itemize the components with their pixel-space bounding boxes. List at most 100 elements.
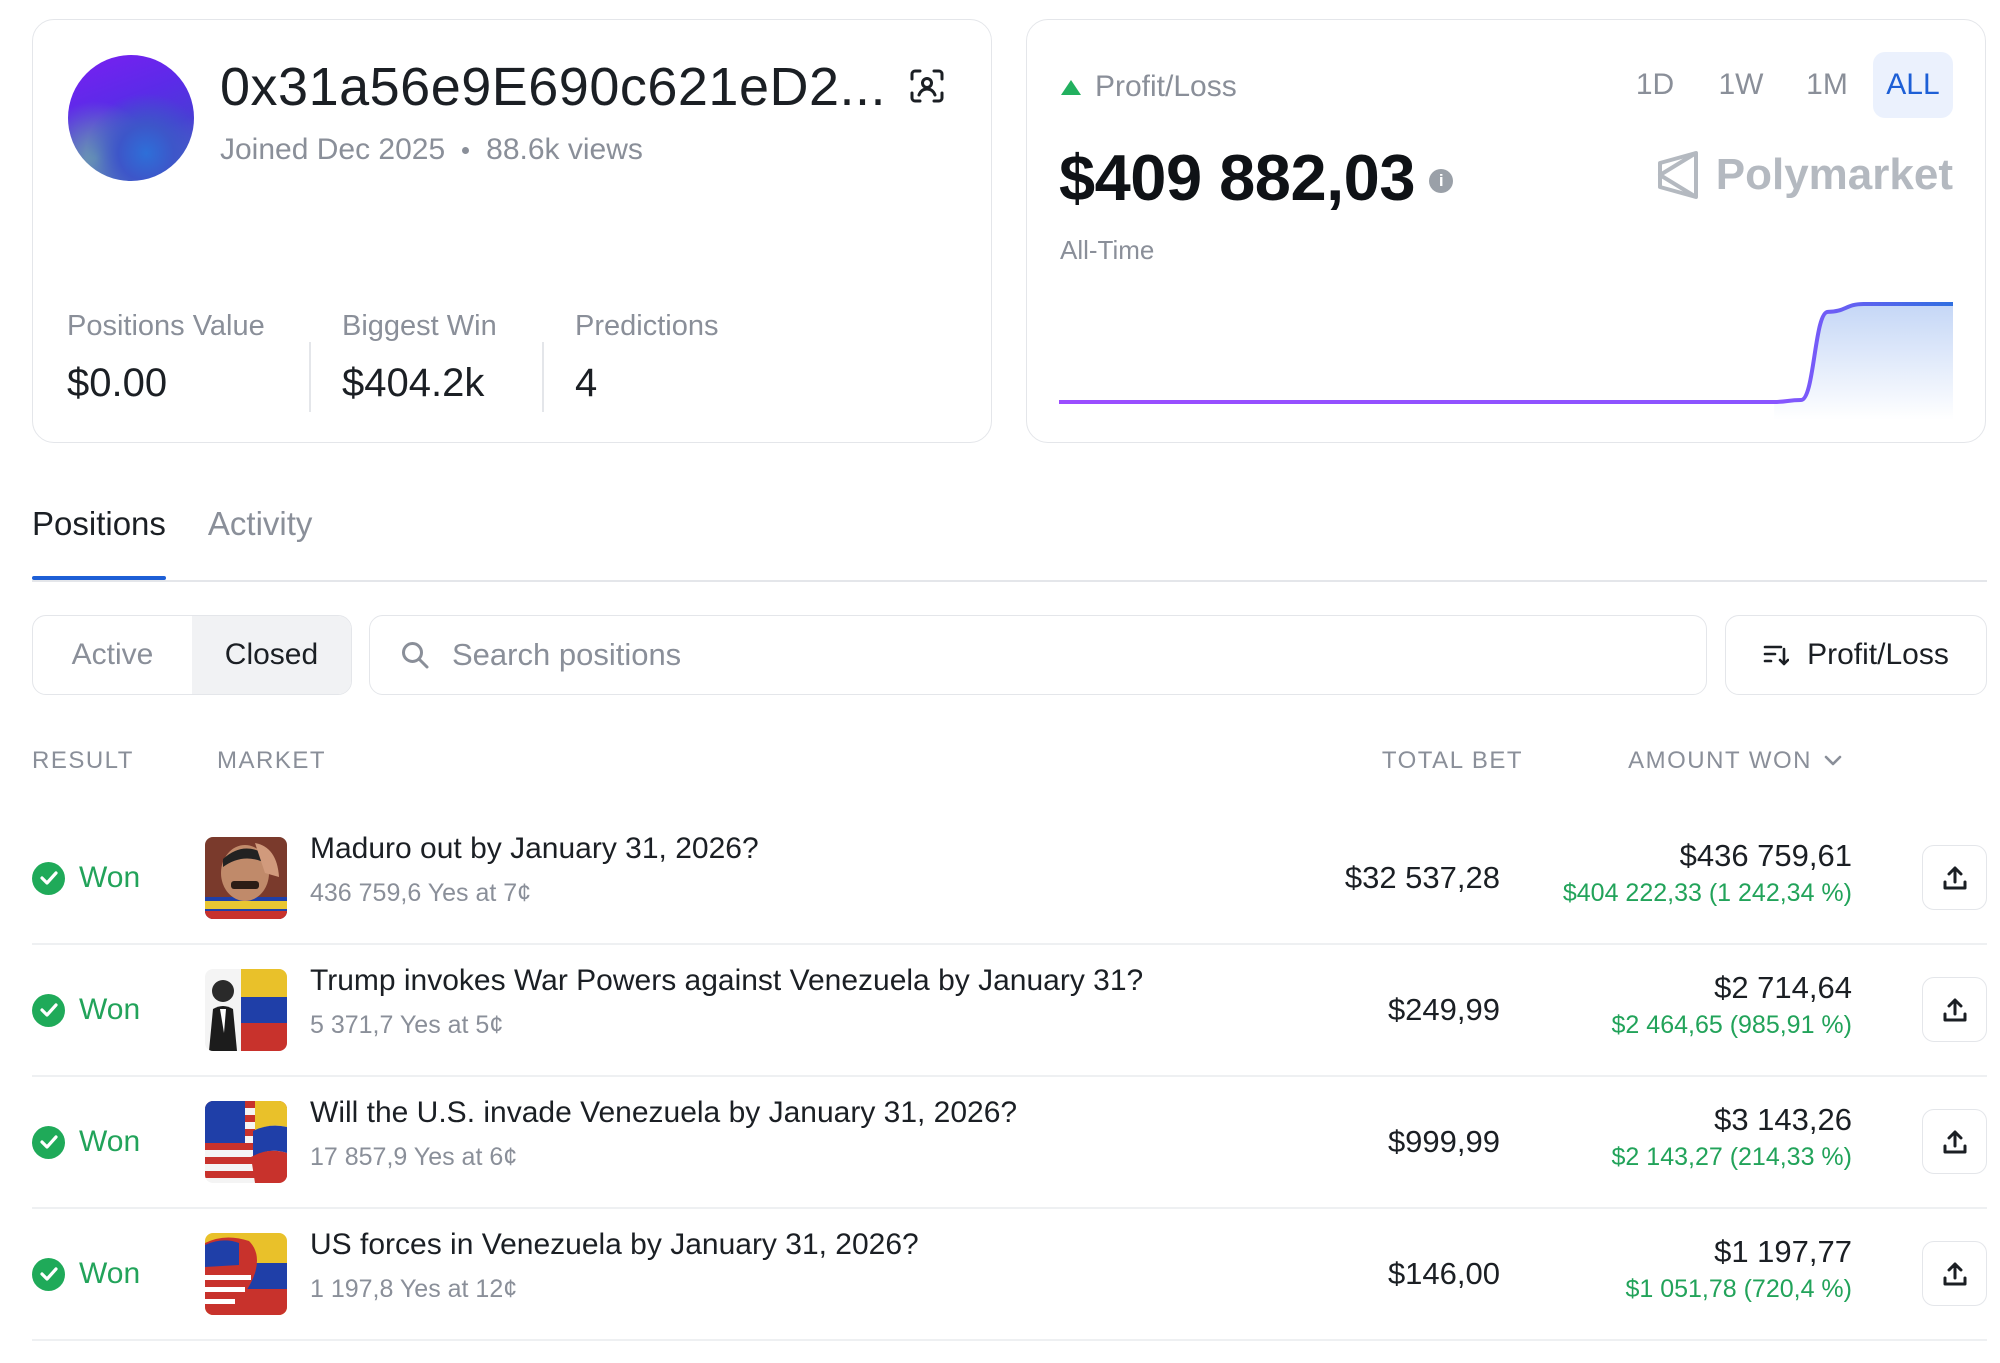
view-count: 88.6k views [486,133,643,166]
qr-scan-icon[interactable] [909,68,945,104]
share-button[interactable] [1922,977,1987,1042]
range-all[interactable]: ALL [1873,52,1953,118]
result-label: Won [79,1257,141,1290]
stat-label: Positions Value [67,310,265,342]
sort-icon [1763,645,1790,666]
column-header-result: RESULT [32,747,134,774]
tab-positions[interactable]: Positions [32,505,166,580]
result-cell: Won [32,1077,140,1207]
total-bet-value: $146,00 [1387,1256,1500,1291]
profit-value: $404 222,33 (1 242,34 %) [1562,879,1852,907]
search-input[interactable] [452,637,1652,673]
tab-bar: Positions Activity [32,505,313,580]
stat-positions-value: Positions Value $0.00 [67,310,265,406]
market-title[interactable]: US forces in Venezuela by January 31, 20… [310,1228,919,1261]
chevron-down-icon [1824,755,1842,766]
pnl-area [1774,304,1953,420]
trend-up-icon [1061,79,1081,95]
range-selector: 1D 1W 1M ALL [1615,52,1953,118]
range-1d[interactable]: 1D [1635,68,1675,101]
market-position-detail: 1 197,8 Yes at 12¢ [310,1275,518,1303]
brand-name: Polymarket [1715,150,1953,199]
market-position-detail: 17 857,9 Yes at 6¢ [310,1143,518,1171]
amount-won-value: $2 714,64 [1714,970,1852,1005]
column-header-market: MARKET [217,747,327,774]
share-button[interactable] [1922,845,1987,910]
check-circle-icon [32,1125,65,1159]
amount-won-cell: $1 197,77 $1 051,78 (720,4 %) [1625,1234,1852,1304]
stat-label: Biggest Win [342,310,497,342]
market-position-detail: 5 371,7 Yes at 5¢ [310,1011,504,1039]
profit-value: $1 051,78 (720,4 %) [1625,1275,1852,1303]
table-row[interactable]: Won Will the U.S. invade Venezuela by Ja… [32,1077,1987,1207]
filter-active-button[interactable]: Active [71,638,154,671]
profit-value: $2 464,65 (985,91 %) [1611,1011,1852,1039]
amount-won-cell: $2 714,64 $2 464,65 (985,91 %) [1612,970,1852,1040]
result-label: Won [79,993,141,1026]
range-1w[interactable]: 1W [1718,68,1764,101]
tab-activity[interactable]: Activity [207,505,313,542]
avatar[interactable] [68,55,194,181]
pnl-chart [1059,302,1953,420]
row-divider [32,1075,1987,1077]
market-title[interactable]: Trump invokes War Powers against Venezue… [310,964,1144,997]
share-button[interactable] [1922,1241,1987,1306]
check-circle-icon [32,1257,65,1291]
amount-won-value: $1 197,77 [1714,1234,1852,1269]
stat-predictions: Predictions 4 [575,310,718,406]
filter-closed-button[interactable]: Closed [192,616,351,694]
amount-won-cell: $3 143,26 $2 143,27 (214,33 %) [1612,1102,1852,1172]
table-row[interactable]: Won US forces in Venezuela by January 31… [32,1209,1987,1339]
brand-watermark: Polymarket [1656,150,1953,200]
pnl-label: Profit/Loss [1095,70,1237,103]
amount-won-value: $436 759,61 [1679,838,1852,873]
result-label: Won [79,1125,141,1158]
market-title[interactable]: Will the U.S. invade Venezuela by Januar… [310,1096,1018,1129]
column-header-amount-won[interactable]: AMOUNT WON [1628,747,1842,775]
table-row[interactable]: Won Maduro out by January 31, 2026? 436 … [32,813,1987,943]
sort-button[interactable]: Profit/Loss [1725,615,1987,695]
market-thumbnail[interactable] [205,1101,287,1183]
polymarket-logo-icon [1657,151,1698,199]
pnl-value-row: $409 882,03 i [1059,140,1453,215]
profile-meta: Joined Dec 2025 88.6k views [220,133,643,167]
share-icon [1943,1262,1966,1285]
market-cell: Will the U.S. invade Venezuela by Januar… [310,1096,1017,1172]
separator-dot [462,146,470,154]
market-cell: US forces in Venezuela by January 31, 20… [310,1228,919,1304]
market-title[interactable]: Maduro out by January 31, 2026? [310,832,759,865]
total-bet-value: $249,99 [1387,992,1500,1027]
pnl-period: All-Time [1060,235,1155,265]
stat-divider [309,342,311,412]
column-header-label: AMOUNT WON [1628,747,1812,774]
tabs-divider [32,580,1987,582]
stat-biggest-win: Biggest Win $404.2k [342,310,497,406]
column-header-total-bet[interactable]: TOTAL BET [1381,747,1523,774]
result-cell: Won [32,945,140,1075]
share-button[interactable] [1922,1109,1987,1174]
stat-label: Predictions [575,310,719,342]
info-icon[interactable]: i [1428,168,1453,193]
status-filter: Active Closed [32,615,352,695]
row-divider [32,1207,1987,1209]
range-1m[interactable]: 1M [1806,68,1848,101]
share-icon [1943,1130,1966,1153]
market-thumbnail[interactable] [205,837,287,919]
market-thumbnail[interactable] [205,969,287,1051]
search-icon [402,642,429,669]
share-icon [1943,998,1966,1021]
row-divider [32,943,1987,945]
stat-divider [542,342,544,412]
total-bet-value: $32 537,28 [1344,860,1500,895]
amount-won-cell: $436 759,61 $404 222,33 (1 242,34 %) [1563,838,1852,908]
wallet-address[interactable]: 0x31a56e9E690c621eD2... [220,57,887,117]
sort-label: Profit/Loss [1807,638,1949,671]
market-position-detail: 436 759,6 Yes at 7¢ [310,879,532,907]
row-divider [32,1339,1987,1341]
stat-value: $404.2k [342,361,485,405]
market-cell: Maduro out by January 31, 2026? 436 759,… [310,832,759,908]
market-thumbnail[interactable] [205,1233,287,1315]
amount-won-value: $3 143,26 [1714,1102,1852,1137]
table-row[interactable]: Won Trump invokes War Powers against Ven… [32,945,1987,1075]
profit-loss-card: Profit/Loss 1D 1W 1M ALL $409 882,03 i A… [1026,19,1986,443]
